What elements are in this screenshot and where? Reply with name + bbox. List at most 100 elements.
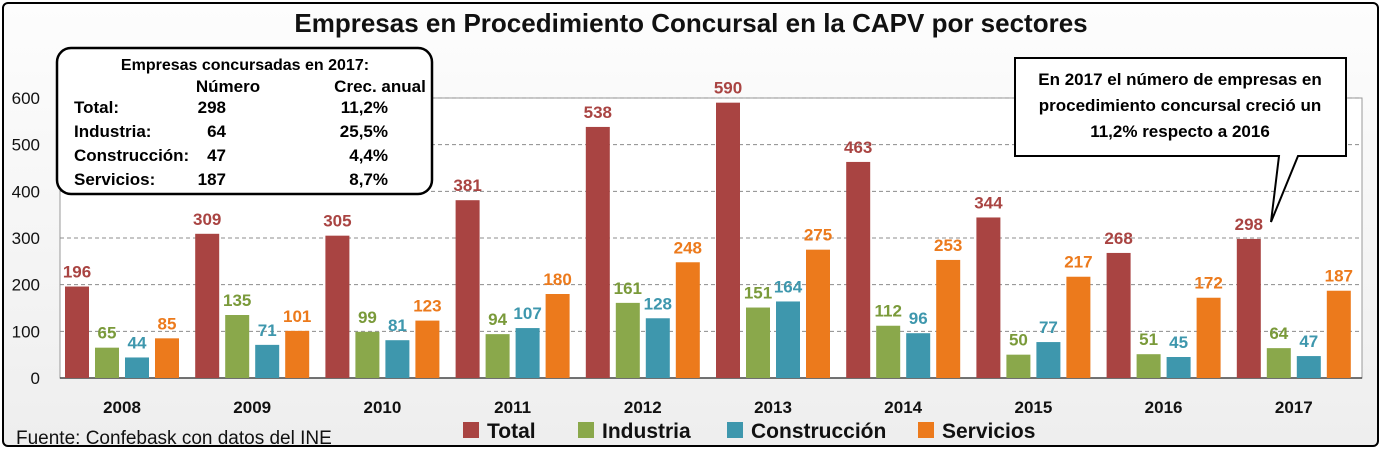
bar-construcción-2014 bbox=[906, 333, 931, 378]
summary-title: Empresas concursadas en 2017: bbox=[121, 57, 369, 74]
callout: En 2017 el número de empresas en procedi… bbox=[1014, 57, 1347, 223]
summary-row-crec: 8,7% bbox=[349, 170, 388, 189]
data-label: 381 bbox=[453, 176, 481, 195]
summary-row-numero: 298 bbox=[198, 98, 226, 117]
bar-construcción-2012 bbox=[645, 318, 670, 378]
callout-line-2: procedimiento concursal creció un bbox=[1039, 96, 1321, 115]
summary-row-label: Construcción: bbox=[74, 146, 189, 165]
data-label: 94 bbox=[488, 310, 507, 329]
callout-line-3: 11,2% respecto a 2016 bbox=[1090, 122, 1270, 141]
summary-row-label: Total: bbox=[74, 98, 119, 117]
legend-swatch-industria bbox=[578, 422, 594, 438]
bar-total-2011 bbox=[455, 200, 480, 378]
bar-servicios-2008 bbox=[155, 338, 179, 378]
x-tick-label: 2008 bbox=[103, 398, 141, 417]
legend-label: Servicios bbox=[942, 420, 1035, 443]
bar-industria-2017 bbox=[1266, 348, 1291, 378]
legend: Total Industria Construcción Servicios bbox=[463, 420, 1035, 443]
data-label: 85 bbox=[158, 314, 177, 333]
y-tick-label: 400 bbox=[12, 182, 40, 201]
summary-row-numero: 47 bbox=[207, 146, 226, 165]
y-tick-label: 500 bbox=[12, 136, 40, 155]
bar-total-2014 bbox=[846, 161, 871, 378]
data-label: 123 bbox=[413, 297, 441, 316]
summary-row-numero: 187 bbox=[198, 170, 226, 189]
bar-total-2016 bbox=[1106, 252, 1131, 378]
bar-industria-2015 bbox=[1006, 354, 1031, 378]
data-label: 135 bbox=[223, 291, 251, 310]
bar-servicios-2009 bbox=[285, 330, 310, 378]
bars bbox=[65, 102, 1351, 379]
data-label: 305 bbox=[323, 212, 351, 231]
x-tick-label: 2011 bbox=[494, 398, 531, 417]
data-label: 217 bbox=[1064, 253, 1092, 272]
bar-total-2009 bbox=[195, 233, 220, 378]
x-tick-label: 2017 bbox=[1275, 398, 1313, 417]
legend-label: Industria bbox=[602, 420, 691, 443]
data-label: 47 bbox=[1299, 332, 1318, 351]
summary-box: Empresas concursadas en 2017: Número Cre… bbox=[55, 46, 434, 196]
summary-row-crec: 4,4% bbox=[349, 146, 388, 165]
bar-total-2013 bbox=[716, 102, 740, 379]
summary-row-label: Servicios: bbox=[74, 170, 155, 189]
x-tick-label: 2012 bbox=[624, 398, 662, 417]
x-tick-label: 2016 bbox=[1145, 398, 1183, 417]
data-label: 71 bbox=[258, 321, 277, 340]
bar-servicios-2016 bbox=[1196, 297, 1221, 378]
data-label: 112 bbox=[874, 302, 901, 321]
data-label: 99 bbox=[358, 308, 377, 327]
bar-servicios-2017 bbox=[1326, 290, 1351, 378]
data-label: 50 bbox=[1009, 331, 1028, 350]
chart-title: Empresas en Procedimiento Concursal en l… bbox=[294, 8, 1087, 38]
x-tick-label: 2010 bbox=[363, 398, 401, 417]
y-tick-label: 300 bbox=[12, 229, 40, 248]
legend-label: Construcción bbox=[751, 420, 886, 443]
data-label: 101 bbox=[283, 307, 311, 326]
bar-industria-2011 bbox=[485, 334, 510, 378]
data-label: 81 bbox=[388, 316, 407, 335]
bar-servicios-2011 bbox=[545, 294, 570, 378]
x-tick-label: 2014 bbox=[884, 398, 922, 417]
bar-construcción-2013 bbox=[776, 301, 800, 378]
bar-industria-2010 bbox=[355, 331, 380, 378]
x-axis: 2008 2009 2010 2011 2012 2013 2014 2015 2016 2017 bbox=[103, 398, 1313, 417]
data-label: 77 bbox=[1039, 318, 1058, 337]
y-tick-label: 100 bbox=[12, 322, 40, 341]
data-label: 344 bbox=[974, 193, 1003, 212]
data-label: 107 bbox=[513, 304, 541, 323]
summary-box-border bbox=[55, 46, 434, 196]
summary-rows: Total: 298 11,2% Industria: 64 25,5% Construcc… bbox=[74, 98, 388, 189]
summary-col-crec: Crec. anual bbox=[334, 77, 426, 96]
callout-line-1: En 2017 el número de empresas en bbox=[1038, 70, 1321, 89]
bar-total-2012 bbox=[585, 126, 610, 378]
data-label: 161 bbox=[614, 279, 642, 298]
bar-total-2010 bbox=[325, 235, 350, 378]
data-label: 275 bbox=[804, 226, 832, 245]
data-label: 151 bbox=[744, 284, 772, 303]
data-label: 44 bbox=[128, 333, 147, 352]
data-label: 590 bbox=[714, 79, 742, 98]
legend-swatch-servicios bbox=[918, 422, 934, 438]
data-label: 51 bbox=[1139, 330, 1158, 349]
bar-industria-2016 bbox=[1136, 354, 1161, 378]
data-label: 187 bbox=[1325, 267, 1353, 286]
bar-servicios-2014 bbox=[936, 259, 961, 378]
data-label: 253 bbox=[934, 236, 962, 255]
data-label: 64 bbox=[1269, 324, 1288, 343]
data-label: 128 bbox=[644, 294, 672, 313]
bar-construcción-2017 bbox=[1296, 356, 1321, 378]
legend-swatch-construcción bbox=[727, 422, 743, 438]
y-tick-label: 200 bbox=[12, 276, 40, 295]
data-label: 196 bbox=[63, 263, 91, 282]
data-label: 268 bbox=[1104, 229, 1132, 248]
y-tick-label: 600 bbox=[12, 89, 40, 108]
bar-construcción-2011 bbox=[515, 328, 540, 378]
bar-construcción-2016 bbox=[1166, 357, 1191, 378]
summary-row-label: Industria: bbox=[74, 122, 151, 141]
bar-total-2015 bbox=[976, 217, 1001, 378]
bar-servicios-2010 bbox=[415, 320, 440, 378]
bar-construcción-2010 bbox=[385, 340, 410, 378]
bar-servicios-2015 bbox=[1066, 276, 1091, 378]
